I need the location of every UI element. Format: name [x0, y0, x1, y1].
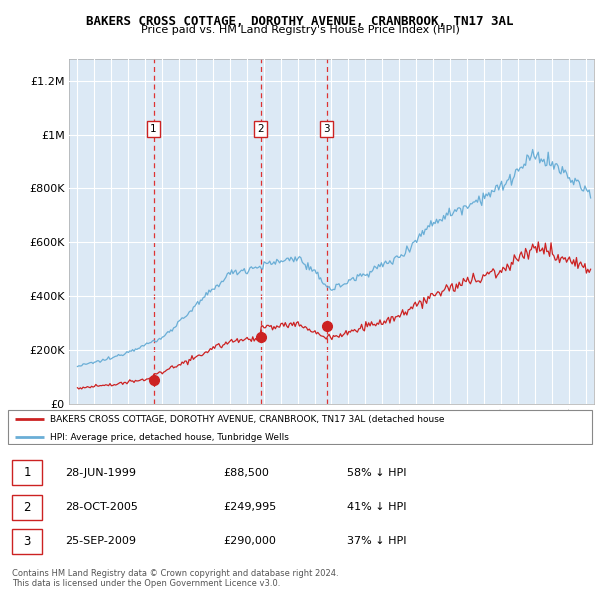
FancyBboxPatch shape	[12, 460, 43, 486]
Text: 1: 1	[150, 124, 157, 134]
Text: Price paid vs. HM Land Registry's House Price Index (HPI): Price paid vs. HM Land Registry's House …	[140, 25, 460, 35]
FancyBboxPatch shape	[12, 529, 43, 554]
Text: 2: 2	[257, 124, 264, 134]
Text: Contains HM Land Registry data © Crown copyright and database right 2024.
This d: Contains HM Land Registry data © Crown c…	[12, 569, 338, 588]
FancyBboxPatch shape	[12, 494, 43, 520]
Text: BAKERS CROSS COTTAGE, DOROTHY AVENUE, CRANBROOK, TN17 3AL (detached house: BAKERS CROSS COTTAGE, DOROTHY AVENUE, CR…	[50, 415, 445, 424]
Text: £249,995: £249,995	[224, 502, 277, 512]
Text: 25-SEP-2009: 25-SEP-2009	[65, 536, 136, 546]
Text: 41% ↓ HPI: 41% ↓ HPI	[347, 502, 407, 512]
Text: £88,500: £88,500	[224, 468, 269, 478]
Text: 3: 3	[23, 535, 31, 548]
Text: 2: 2	[23, 500, 31, 514]
Text: 28-JUN-1999: 28-JUN-1999	[65, 468, 136, 478]
Text: 37% ↓ HPI: 37% ↓ HPI	[347, 536, 407, 546]
Text: HPI: Average price, detached house, Tunbridge Wells: HPI: Average price, detached house, Tunb…	[50, 433, 289, 442]
Text: 3: 3	[323, 124, 330, 134]
Text: 1: 1	[23, 466, 31, 480]
Text: BAKERS CROSS COTTAGE, DOROTHY AVENUE, CRANBROOK, TN17 3AL: BAKERS CROSS COTTAGE, DOROTHY AVENUE, CR…	[86, 15, 514, 28]
Text: £290,000: £290,000	[224, 536, 277, 546]
Text: 58% ↓ HPI: 58% ↓ HPI	[347, 468, 407, 478]
Text: 28-OCT-2005: 28-OCT-2005	[65, 502, 137, 512]
FancyBboxPatch shape	[8, 410, 592, 444]
